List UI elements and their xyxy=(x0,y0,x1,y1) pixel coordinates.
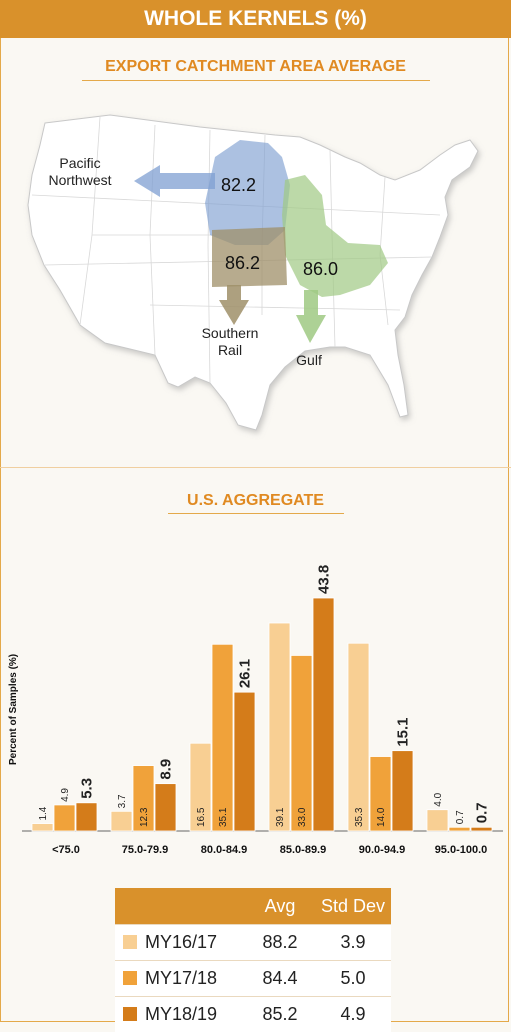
data-label: 0.7 xyxy=(474,802,491,823)
bar-MY18-19-1 xyxy=(155,784,176,831)
us-map xyxy=(0,85,511,467)
legend-swatch xyxy=(123,935,137,949)
summary-std: 5.0 xyxy=(315,961,391,997)
summary-std: 3.9 xyxy=(315,925,391,961)
summary-std: 4.9 xyxy=(315,997,391,1032)
bar-MY18-19-3 xyxy=(313,598,334,831)
x-tick-label: 90.0-94.9 xyxy=(359,844,405,856)
legend-swatch xyxy=(123,1007,137,1021)
summary-series-name: MY16/17 xyxy=(145,932,217,952)
bar-MY16-17-1 xyxy=(111,811,132,831)
summary-header-row: Avg Std Dev xyxy=(115,888,391,925)
summary-avg: 84.4 xyxy=(245,961,315,997)
pacific-northwest-value: 82.2 xyxy=(221,175,256,196)
legend-swatch xyxy=(123,971,137,985)
summary-row: MY17/18 84.4 5.0 xyxy=(115,961,391,997)
x-tick-label: 85.0-89.9 xyxy=(280,844,326,856)
data-label: 12.3 xyxy=(139,807,150,827)
bar-MY18-19-5 xyxy=(471,827,492,831)
data-label: 35.3 xyxy=(354,807,365,827)
data-label: 8.9 xyxy=(158,759,175,780)
summary-table: Avg Std Dev MY16/17 88.2 3.9 MY17/18 84.… xyxy=(115,888,391,1032)
map-section-title: EXPORT CATCHMENT AREA AVERAGE xyxy=(0,58,511,76)
data-label: 33.0 xyxy=(297,807,308,827)
data-label: 43.8 xyxy=(316,565,333,594)
summary-header-series xyxy=(115,888,245,925)
bar-MY16-17-4 xyxy=(348,643,369,831)
data-label: 1.4 xyxy=(38,806,49,820)
data-label: 3.7 xyxy=(117,794,128,808)
summary-series-cell: MY16/17 xyxy=(115,925,245,961)
x-tick-label: 75.0-79.9 xyxy=(122,844,168,856)
page-title: WHOLE KERNELS (%) xyxy=(0,0,511,38)
southern-rail-value: 86.2 xyxy=(225,253,260,274)
section-divider xyxy=(0,467,511,468)
data-label: 26.1 xyxy=(237,659,254,688)
bar-MY18-19-4 xyxy=(392,751,413,831)
data-label: 5.3 xyxy=(79,778,96,799)
gulf-label: Gulf xyxy=(286,352,332,369)
data-label: 14.0 xyxy=(376,807,387,827)
map-title-rule xyxy=(82,80,430,81)
summary-header-std: Std Dev xyxy=(315,888,391,925)
summary-series-cell: MY18/19 xyxy=(115,997,245,1032)
bar-MY18-19-0 xyxy=(76,803,97,831)
x-tick-label: 95.0-100.0 xyxy=(435,844,488,856)
bar-MY17-18-0 xyxy=(54,805,75,831)
summary-avg: 85.2 xyxy=(245,997,315,1032)
data-label: 4.9 xyxy=(60,788,71,802)
summary-series-cell: MY17/18 xyxy=(115,961,245,997)
bar-MY17-18-2 xyxy=(212,644,233,831)
summary-series-name: MY18/19 xyxy=(145,1004,217,1024)
bar-MY16-17-0 xyxy=(32,824,53,831)
summary-row: MY18/19 85.2 4.9 xyxy=(115,997,391,1032)
summary-header-avg: Avg xyxy=(245,888,315,925)
summary-row: MY16/17 88.2 3.9 xyxy=(115,925,391,961)
gulf-value: 86.0 xyxy=(303,259,338,280)
data-label: 39.1 xyxy=(275,807,286,827)
bar-MY17-18-3 xyxy=(291,655,312,831)
x-tick-label: <75.0 xyxy=(52,844,80,856)
chart-section-title: U.S. AGGREGATE xyxy=(0,492,511,510)
data-label: 15.1 xyxy=(395,717,412,746)
bar-chart: 1.4 4.9 5.3 <75.0 3.7 12.3 8.9 75.0-79.9 16.5 35.… xyxy=(0,520,511,870)
chart-title-rule xyxy=(168,513,344,514)
data-label: 35.1 xyxy=(218,807,229,827)
pacific-northwest-label: Pacific Northwest xyxy=(40,155,120,189)
x-tick-label: 80.0-84.9 xyxy=(201,844,247,856)
bar-MY16-17-5 xyxy=(427,810,448,831)
summary-series-name: MY17/18 xyxy=(145,968,217,988)
southern-rail-label: Southern Rail xyxy=(190,325,270,359)
summary-avg: 88.2 xyxy=(245,925,315,961)
bar-MY18-19-2 xyxy=(234,692,255,831)
data-label: 4.0 xyxy=(433,792,444,806)
bar-MY17-18-5 xyxy=(449,827,470,831)
bar-MY16-17-3 xyxy=(269,623,290,831)
data-label: 0.7 xyxy=(455,810,466,824)
data-label: 16.5 xyxy=(196,807,207,827)
